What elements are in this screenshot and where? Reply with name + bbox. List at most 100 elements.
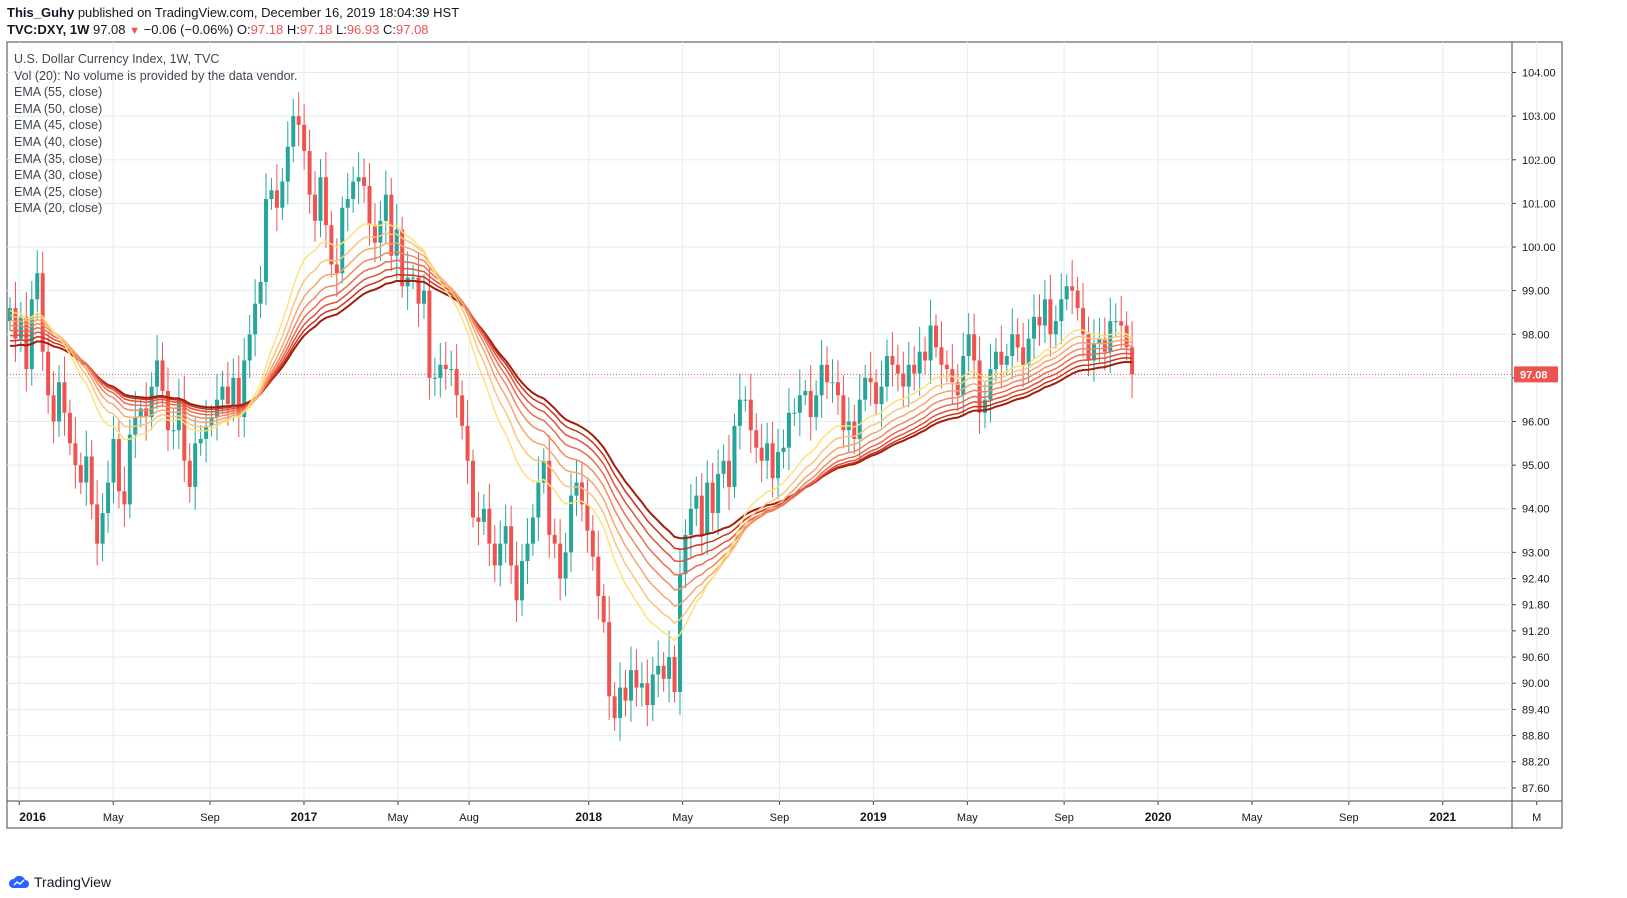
candle-body: [754, 430, 759, 448]
candle-body: [421, 290, 426, 304]
x-tick-label: May: [1242, 812, 1263, 824]
candle-body: [759, 447, 764, 461]
legend-ema-45[interactable]: EMA (45, close): [14, 118, 103, 133]
candle: [383, 170, 388, 243]
candle: [57, 365, 62, 437]
candle-body: [1075, 290, 1080, 309]
candle-body: [35, 273, 40, 300]
candle-body: [727, 460, 732, 487]
candle-body: [155, 360, 160, 387]
candle-body: [770, 443, 775, 479]
candle-body: [890, 356, 895, 365]
candle-body: [656, 665, 661, 675]
legend-ema-50[interactable]: EMA (50, close): [14, 101, 103, 116]
candle: [841, 375, 846, 449]
legend-ema-20[interactable]: EMA (20, close): [14, 201, 103, 216]
candle-body: [612, 696, 617, 719]
candle-body: [438, 364, 443, 378]
candle: [144, 382, 149, 441]
candle: [231, 358, 236, 422]
candle: [1015, 318, 1020, 362]
candle: [1081, 282, 1086, 358]
candle-body: [106, 482, 111, 514]
candle: [879, 360, 884, 428]
candle: [972, 313, 977, 380]
legend-ema-55[interactable]: EMA (55, close): [14, 85, 103, 100]
candle-body: [470, 460, 475, 518]
candle: [727, 434, 732, 511]
candle-body: [634, 670, 639, 688]
candle-body: [144, 408, 149, 418]
candle: [307, 129, 312, 214]
legend-ema-25[interactable]: EMA (25, close): [14, 184, 103, 199]
candle-body: [972, 334, 977, 361]
candle-body: [100, 513, 105, 544]
candle: [362, 158, 367, 203]
candle-body: [427, 290, 432, 378]
candle-body: [340, 207, 345, 274]
y-tick-label: 90.60: [1522, 652, 1550, 664]
candle-body: [895, 364, 900, 374]
candle: [966, 312, 971, 376]
candle: [421, 273, 426, 319]
candle: [73, 417, 78, 489]
legend-ema-30[interactable]: EMA (30, close): [14, 168, 103, 183]
x-tick-label: Sep: [1339, 812, 1359, 824]
candle-body: [705, 482, 710, 535]
candle: [737, 373, 742, 450]
legend-ema-40[interactable]: EMA (40, close): [14, 134, 103, 149]
candle-body: [291, 116, 296, 147]
candle-body: [182, 399, 187, 461]
candle: [912, 345, 917, 391]
candle: [460, 380, 465, 440]
candle: [520, 543, 525, 616]
candle: [509, 505, 514, 584]
candle: [1004, 343, 1009, 376]
y-tick-label: 93.00: [1522, 547, 1550, 559]
candle-body: [1015, 334, 1020, 348]
candle: [198, 425, 203, 456]
candle: [258, 265, 263, 319]
ema-line-45: [9, 266, 1133, 563]
y-tick-label: 88.20: [1522, 757, 1550, 769]
y-tick-label: 96.00: [1522, 417, 1550, 429]
candle: [792, 398, 797, 426]
candle: [1075, 276, 1080, 321]
candle-body: [416, 277, 421, 304]
candle-body: [803, 390, 808, 396]
candle-body: [204, 425, 209, 439]
candle: [1059, 273, 1064, 345]
candle-body: [737, 399, 742, 426]
candle-body: [1108, 321, 1113, 352]
candle-body: [683, 534, 688, 575]
candle: [825, 346, 830, 400]
candle-body: [955, 382, 960, 396]
candle-body: [541, 460, 546, 483]
candle: [67, 399, 72, 456]
candle: [449, 350, 454, 386]
candle: [274, 164, 279, 232]
legend-ema-35[interactable]: EMA (35, close): [14, 151, 103, 166]
candle-body: [24, 316, 29, 370]
tradingview-logo[interactable]: TradingView: [8, 874, 111, 890]
candle: [890, 331, 895, 387]
candle-body: [307, 151, 312, 195]
ema-lines: [9, 221, 1133, 642]
candle: [285, 121, 290, 205]
candle: [334, 238, 339, 297]
ema-line-20: [9, 221, 1133, 642]
candle-body: [280, 181, 285, 208]
candle: [1037, 294, 1042, 346]
candle-body: [138, 408, 143, 418]
candle: [716, 449, 721, 536]
candle-body: [530, 517, 535, 544]
author-name[interactable]: This_Guhy: [7, 5, 75, 20]
x-tick-label: M: [1532, 812, 1541, 824]
candle: [830, 359, 835, 403]
candle: [846, 397, 851, 452]
candle: [852, 404, 857, 455]
candle: [933, 314, 938, 358]
candle: [770, 421, 775, 498]
candle: [187, 443, 192, 503]
